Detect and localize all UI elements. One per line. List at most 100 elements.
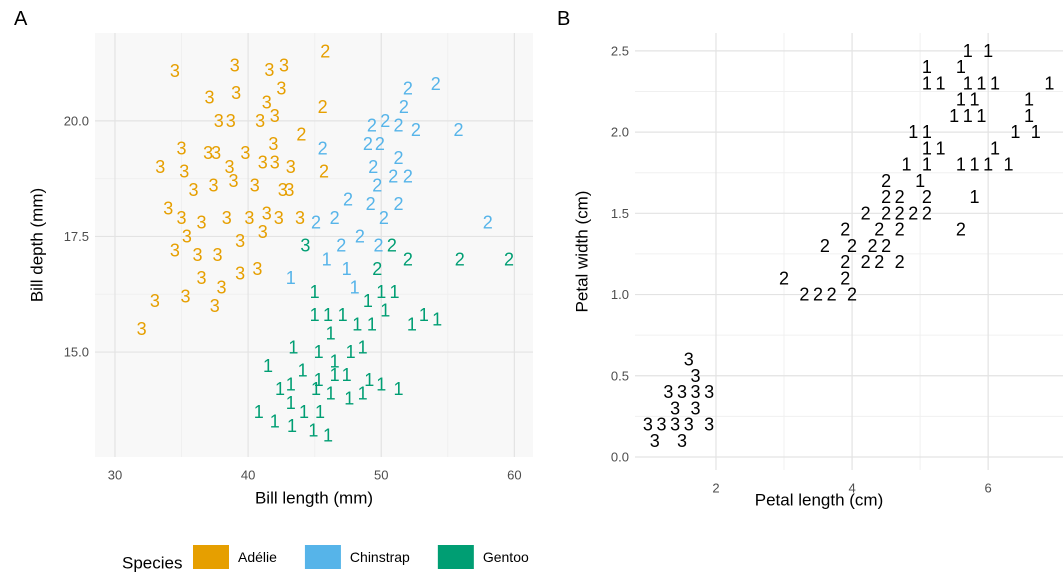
point-label: 2 (840, 220, 850, 240)
point-label: 2 (330, 208, 340, 228)
point-label: 3 (704, 382, 714, 402)
point-label: 3 (204, 88, 214, 108)
point-label: 3 (235, 231, 245, 251)
point-label: 2 (847, 236, 857, 256)
point-label: 3 (657, 415, 667, 435)
point-label: 1 (394, 379, 404, 399)
point-label: 2 (881, 187, 891, 207)
x-tick-label: 2 (712, 481, 719, 496)
y-tick-label: 17.5 (64, 229, 89, 244)
point-label: 2 (956, 220, 966, 240)
legend-key (193, 545, 229, 569)
point-label: 2 (861, 203, 871, 223)
point-label: 2 (296, 125, 306, 145)
y-tick-label: 2.0 (611, 125, 629, 140)
point-label: 3 (663, 382, 673, 402)
point-label: 2 (394, 115, 404, 135)
point-label: 3 (677, 382, 687, 402)
point-label: 2 (403, 166, 413, 186)
point-label: 3 (222, 208, 232, 228)
point-label: 2 (394, 148, 404, 168)
point-label: 1 (963, 73, 973, 93)
panel-tag: A (14, 8, 28, 30)
point-label: 2 (881, 236, 891, 256)
point-label: 2 (375, 134, 385, 154)
point-label: 2 (431, 74, 441, 94)
point-label: 1 (1031, 122, 1041, 142)
point-label: 1 (390, 282, 400, 302)
point-label: 1 (330, 351, 340, 371)
point-label: 1 (358, 384, 368, 404)
point-label: 3 (643, 415, 653, 435)
point-label: 2 (355, 226, 365, 246)
point-label: 1 (352, 314, 362, 334)
point-label: 2 (813, 285, 823, 305)
point-label: 1 (936, 73, 946, 93)
point-label: 2 (394, 194, 404, 214)
legend: Species Adélie Chinstrap Gentoo (122, 545, 529, 573)
y-tick-label: 1.5 (611, 206, 629, 221)
point-label: 3 (295, 208, 305, 228)
point-label: 1 (983, 41, 993, 61)
legend-key (304, 545, 341, 569)
point-label: 2 (847, 285, 857, 305)
point-label: 1 (323, 305, 333, 325)
point-label: 3 (279, 55, 289, 75)
point-label: 2 (820, 236, 830, 256)
point-label: 3 (264, 60, 274, 80)
point-label: 1 (326, 384, 336, 404)
point-label: 1 (330, 365, 340, 385)
point-label: 2 (922, 187, 932, 207)
point-label: 3 (704, 415, 714, 435)
point-label: 3 (177, 139, 187, 159)
point-label: 3 (262, 203, 272, 223)
point-label: 2 (320, 41, 330, 61)
point-label: 1 (286, 393, 296, 413)
point-label: 2 (867, 236, 877, 256)
point-label: 1 (376, 374, 386, 394)
point-label: 1 (346, 342, 356, 362)
point-label: 3 (150, 291, 160, 311)
point-label: 1 (326, 324, 336, 344)
point-label: 2 (363, 134, 373, 154)
legend-label: Gentoo (483, 549, 529, 565)
point-label: 2 (453, 120, 463, 140)
panel-tag: B (557, 8, 570, 30)
point-label: 2 (799, 285, 809, 305)
point-label: 1 (432, 310, 442, 330)
point-label: 1 (364, 370, 374, 390)
point-label: 2 (368, 157, 378, 177)
x-tick-label: 40 (241, 468, 255, 483)
point-label: 2 (388, 166, 398, 186)
point-label: 2 (483, 213, 493, 233)
point-label: 2 (403, 250, 413, 270)
point-label: 3 (244, 208, 254, 228)
point-label: 3 (196, 268, 206, 288)
y-tick-label: 15.0 (64, 345, 89, 360)
point-label: 3 (212, 245, 222, 265)
point-label: 1 (314, 342, 324, 362)
point-label: 3 (684, 415, 694, 435)
point-label: 1 (314, 370, 324, 390)
point-label: 2 (372, 176, 382, 196)
point-label: 2 (874, 220, 884, 240)
point-label: 1 (380, 300, 390, 320)
point-label: 1 (323, 425, 333, 445)
point-label: 3 (262, 92, 272, 112)
point-label: 1 (949, 106, 959, 126)
point-label: 3 (196, 213, 206, 233)
point-label: 2 (895, 187, 905, 207)
y-tick-label: 1.0 (611, 287, 629, 302)
point-label: 3 (208, 176, 218, 196)
point-label: 2 (318, 139, 328, 159)
x-tick-label: 60 (507, 468, 521, 483)
point-label: 3 (278, 180, 288, 200)
point-label: 3 (181, 287, 191, 307)
y-axis-title: Petal width (cm) (573, 191, 592, 313)
point-label: 3 (226, 111, 236, 131)
point-label: 2 (318, 97, 328, 117)
y-tick-label: 20.0 (64, 113, 89, 128)
point-label: 1 (310, 282, 320, 302)
point-label: 2 (379, 208, 389, 228)
